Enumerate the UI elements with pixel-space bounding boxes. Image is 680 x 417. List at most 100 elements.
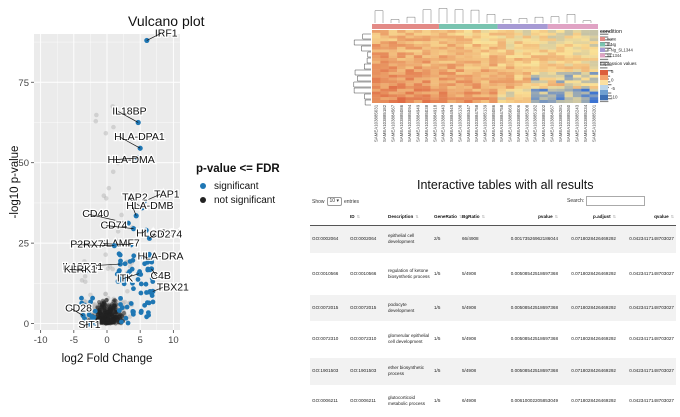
heatmap-cell	[489, 69, 498, 73]
col-padjust[interactable]: p.adjust ⇅	[560, 208, 618, 226]
heatmap-cell	[589, 74, 599, 78]
heatmap-cell	[505, 58, 515, 61]
heatmap-cell	[430, 83, 440, 87]
gene-label-line	[144, 193, 161, 202]
heatmap-cell	[572, 52, 582, 56]
not-significant-point	[105, 317, 110, 322]
heatmap-cell	[531, 88, 540, 92]
column-dendrogram	[374, 10, 384, 23]
heatmap-cell	[539, 94, 548, 98]
table-row[interactable]: GO:0010566 GO:0010566 regulation of ketone…	[310, 253, 676, 295]
table-row[interactable]: GO:0072015 GO:0072015 podocyte development…	[310, 294, 676, 321]
heatmap-cell	[522, 63, 532, 67]
heatmap-cell	[480, 100, 490, 103]
col-description[interactable]: Description ⇅	[386, 208, 432, 226]
page-length-select[interactable]: 10 ▾	[326, 197, 342, 206]
heatmap-cell	[430, 69, 440, 73]
condition-legend-swatch	[600, 53, 605, 58]
col-generatio[interactable]: GeneRatio ⇅	[432, 208, 462, 226]
heatmap-cell	[556, 94, 565, 98]
row-dendrogram	[362, 33, 371, 40]
table-cell: GO:0010566	[350, 270, 377, 276]
heatmap-cell	[472, 69, 482, 73]
heatmap-cell	[564, 41, 574, 45]
background-point	[103, 196, 109, 201]
heatmap-cell	[572, 35, 582, 39]
heatmap-cell	[372, 38, 381, 42]
col-bgratio[interactable]: BgRatio ⇅	[460, 208, 500, 226]
heatmap-cell	[464, 74, 473, 78]
heatmap-cell	[422, 80, 431, 84]
table-row[interactable]: GO:1901503 GO:1901503 ether biosynthetic p…	[310, 357, 676, 385]
heatmap-cell	[514, 97, 523, 101]
table-cell: 1/5	[432, 357, 460, 385]
heatmap-cell	[455, 77, 465, 81]
heatmap-cell	[489, 52, 498, 56]
col-rowname[interactable]	[310, 208, 348, 226]
table-cell: 0.00508542518697368	[510, 270, 558, 276]
column-dendrogram	[582, 20, 592, 23]
table-header-row: ID ⇅ Description ⇅ GeneRatio ⇅ BgRatio ⇅ pva…	[310, 208, 676, 226]
background-point	[103, 252, 108, 257]
col-qvalue[interactable]: qvalue ⇅	[618, 208, 676, 226]
table-row[interactable]: GO:0006211 GO:0006211 glutocorticoid metab…	[310, 385, 676, 417]
heatmap-cell	[539, 46, 548, 50]
heatmap-cell	[589, 38, 599, 42]
heatmap-cell	[489, 35, 498, 39]
heatmap-cell	[413, 77, 423, 81]
heatmap-cell	[564, 46, 574, 50]
heatmap-cell	[581, 60, 590, 64]
heatmap-cell	[397, 80, 406, 84]
heatmap-cell	[556, 83, 565, 87]
heatmap-cell	[572, 86, 582, 89]
heatmap-cell	[489, 55, 498, 59]
background-point	[103, 291, 109, 297]
heatmap-cell	[589, 86, 599, 89]
background-point	[89, 305, 95, 311]
table-cell: 0.0423417148703027	[618, 294, 676, 321]
heatmap-cell	[581, 32, 590, 36]
heatmap-cell	[464, 49, 473, 53]
col-id[interactable]: ID ⇅	[348, 208, 386, 226]
background-point	[112, 223, 117, 229]
heatmap-cell	[497, 97, 507, 101]
heatmap-cell	[372, 83, 381, 87]
heatmap-cell	[505, 83, 515, 87]
col-pvalue[interactable]: pvalue ⇅	[500, 208, 560, 226]
heatmap-cell	[464, 69, 473, 73]
heatmap-cell	[397, 55, 406, 59]
heatmap-cell	[539, 88, 548, 92]
heatmap-cell	[430, 55, 440, 59]
heatmap-cell	[372, 41, 381, 45]
heatmap-cell	[397, 88, 406, 92]
table-cell: 0.00508542518697368	[500, 294, 560, 321]
heatmap-cell	[539, 63, 548, 67]
table-row[interactable]: GO:0002064 GO:0002064 epithelial cell deve…	[310, 225, 676, 253]
heatmap-cell	[422, 77, 431, 81]
background-point	[115, 160, 121, 166]
y-tick-label: 0	[24, 319, 29, 330]
heatmap-cell	[531, 30, 540, 33]
heatmap-cell	[547, 38, 557, 42]
heatmap-cell	[531, 97, 540, 101]
background-point	[116, 134, 121, 140]
heatmap-cell	[413, 83, 423, 87]
heatmap-cell	[464, 83, 473, 87]
heatmap-cell	[447, 69, 456, 73]
heatmap-cell	[556, 100, 565, 103]
heatmap-cell	[522, 91, 532, 95]
heatmap-cell	[547, 80, 557, 84]
heatmap-cell	[455, 97, 465, 101]
heatmap-cell	[480, 35, 490, 39]
heatmap-cell	[405, 94, 415, 98]
heatmap-cell	[380, 55, 389, 59]
heatmap-cell	[447, 55, 456, 59]
table-cell: 5/4908	[460, 357, 500, 385]
heatmap-cell	[480, 94, 490, 98]
search-input[interactable]	[586, 196, 646, 206]
heatmap-cell	[455, 86, 465, 89]
background-point	[93, 118, 99, 124]
heatmap-cell	[413, 80, 423, 84]
heatmap-cell	[531, 60, 540, 64]
table-row[interactable]: GO:0072310 GO:0072310 glomerular epithelia…	[310, 321, 676, 358]
